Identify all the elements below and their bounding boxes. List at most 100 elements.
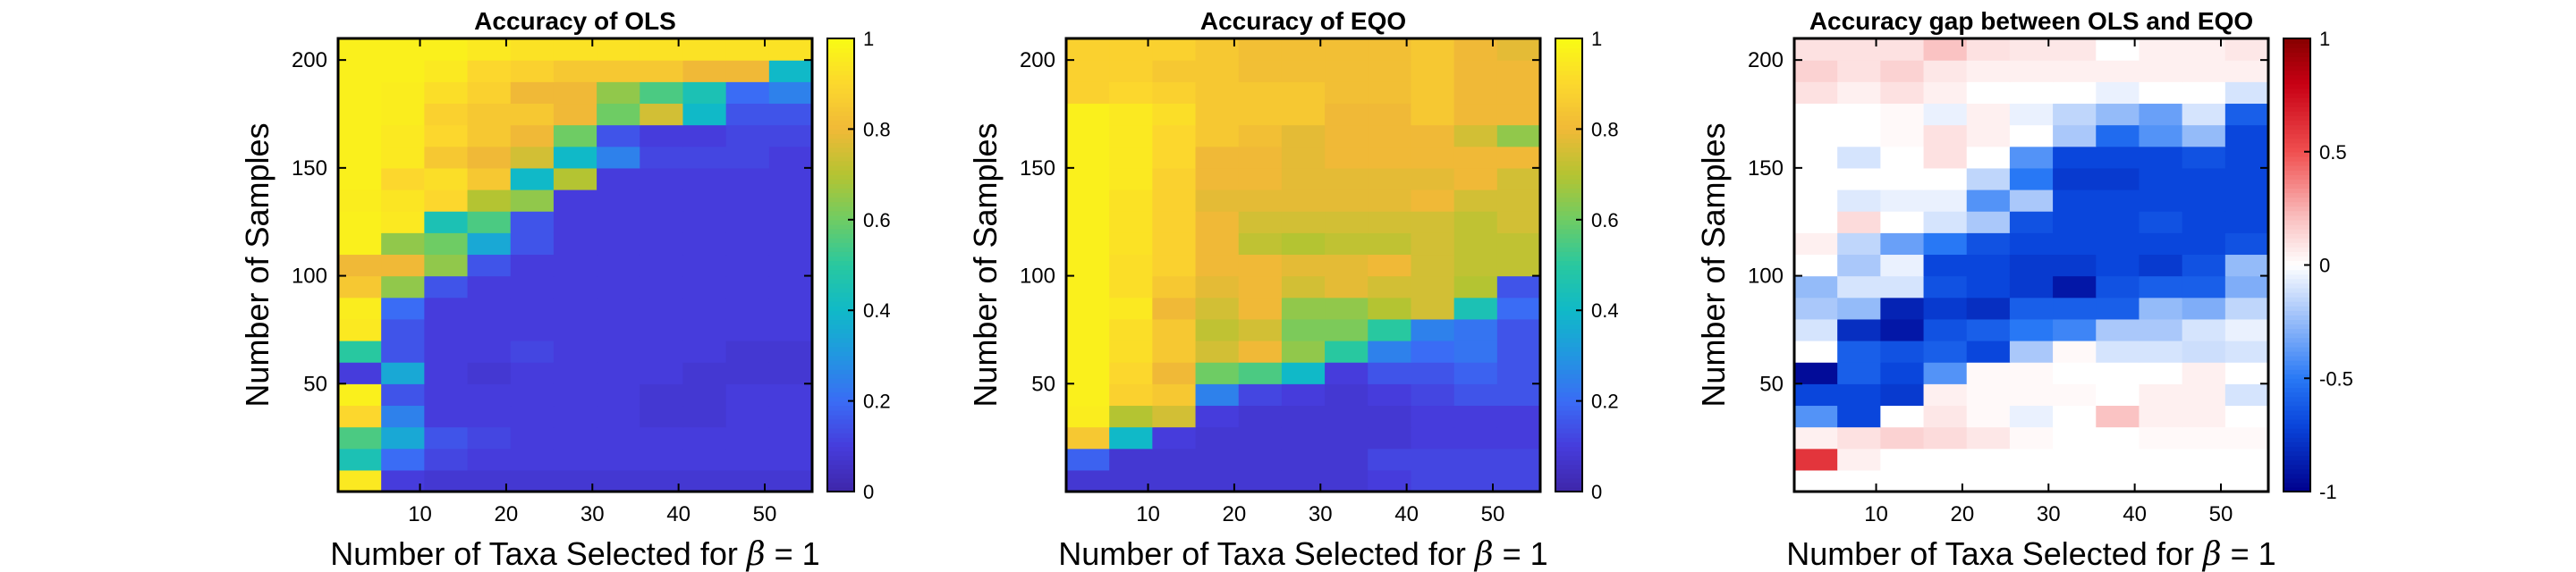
colorbar-segment bbox=[1555, 365, 1582, 370]
heatmap-cell bbox=[1453, 124, 1498, 147]
heatmap-cell bbox=[768, 103, 813, 126]
colorbar-segment bbox=[827, 43, 854, 48]
colorbar-segment bbox=[1555, 242, 1582, 248]
heatmap-cell bbox=[1794, 232, 1838, 256]
heatmap-cell bbox=[1281, 103, 1326, 126]
heatmap-cell bbox=[1109, 469, 1153, 492]
heatmap-cell bbox=[1325, 254, 1368, 277]
colorbar-segment bbox=[2284, 61, 2310, 67]
colorbar-segment bbox=[1555, 197, 1582, 203]
heatmap-cell bbox=[2009, 211, 2054, 233]
heatmap-cell bbox=[1794, 405, 1838, 428]
heatmap-cell bbox=[1880, 232, 1925, 256]
heatmap-cell bbox=[1066, 469, 1110, 492]
heatmap-cell bbox=[1195, 124, 1240, 147]
heatmap-cell bbox=[1066, 297, 1110, 320]
colorbar-segment bbox=[827, 97, 854, 103]
heatmap-cell bbox=[1923, 448, 1968, 471]
heatmap-cell bbox=[1923, 146, 1968, 169]
colorbar-segment bbox=[827, 418, 854, 425]
heatmap-cell bbox=[2224, 211, 2269, 233]
heatmap-cell bbox=[1496, 167, 1541, 190]
heatmap-cell bbox=[1837, 341, 1881, 363]
heatmap-cell bbox=[424, 341, 469, 363]
heatmap-cell bbox=[640, 124, 684, 147]
heatmap-cell bbox=[1794, 103, 1838, 126]
colorbar-segment bbox=[2284, 269, 2310, 275]
heatmap-cell bbox=[2224, 189, 2269, 212]
heatmap-cell bbox=[2096, 448, 2140, 471]
heatmap-cell bbox=[424, 318, 469, 341]
heatmap-cell bbox=[2009, 189, 2054, 212]
heatmap-cell bbox=[2182, 124, 2226, 147]
heatmap-cell bbox=[553, 60, 597, 82]
colorbar-segment bbox=[2284, 52, 2310, 57]
heatmap-cell bbox=[768, 318, 813, 341]
heatmap-cell bbox=[2139, 103, 2183, 126]
colorbar-segment bbox=[1555, 43, 1582, 48]
heatmap-cell bbox=[2224, 232, 2269, 256]
colorbar-segment bbox=[1555, 65, 1582, 72]
heatmap-cell bbox=[1794, 211, 1838, 233]
colorbar-segment bbox=[2284, 210, 2310, 216]
heatmap-cell bbox=[2224, 426, 2269, 450]
colorbar-segment bbox=[2284, 319, 2310, 325]
heatmap-cell bbox=[1837, 254, 1881, 277]
heatmap-cell bbox=[2224, 254, 2269, 277]
heatmap-cell bbox=[2139, 275, 2183, 299]
colorbar-segment bbox=[2284, 124, 2310, 130]
heatmap-cell bbox=[1411, 383, 1455, 407]
heatmap-cell bbox=[1368, 275, 1412, 299]
heatmap-cell bbox=[1411, 146, 1455, 169]
colorbar-segment bbox=[827, 265, 854, 271]
heatmap-cell bbox=[1453, 448, 1498, 471]
colorbar-segment bbox=[2284, 387, 2310, 393]
colorbar-segment bbox=[2284, 273, 2310, 280]
heatmap-cell bbox=[682, 211, 727, 233]
heatmap-cell bbox=[1880, 426, 1925, 450]
heatmap-cell bbox=[1453, 38, 1498, 61]
y-tick-label: 200 bbox=[1020, 48, 1055, 72]
heatmap-cell bbox=[424, 38, 469, 61]
heatmap-cell bbox=[1880, 469, 1925, 492]
heatmap-cell bbox=[640, 103, 684, 126]
heatmap-cell bbox=[1496, 405, 1541, 428]
heatmap-cell bbox=[1325, 318, 1368, 341]
colorbar-segment bbox=[1555, 346, 1582, 352]
colorbar-segment bbox=[1555, 223, 1582, 230]
heatmap-cell bbox=[2096, 189, 2140, 212]
colorbar-segment bbox=[1555, 106, 1582, 112]
colorbar-segment bbox=[2284, 219, 2310, 225]
heatmap-cell bbox=[1411, 232, 1455, 256]
heatmap-cell bbox=[2182, 211, 2226, 233]
heatmap-cell bbox=[1066, 232, 1110, 256]
heatmap-cell bbox=[1411, 426, 1455, 450]
colorbar-segment bbox=[2284, 365, 2310, 370]
heatmap-cell bbox=[2139, 60, 2183, 82]
heatmap-cell bbox=[1109, 81, 1153, 105]
heatmap-cell bbox=[467, 124, 512, 147]
heatmap-cell bbox=[381, 167, 425, 190]
heatmap-cell bbox=[467, 232, 512, 256]
heatmap-cell bbox=[553, 124, 597, 147]
heatmap-cell bbox=[510, 38, 555, 61]
colorbar-segment bbox=[1555, 400, 1582, 407]
heatmap-cell bbox=[1152, 297, 1197, 320]
heatmap-cell bbox=[1195, 103, 1240, 126]
heatmap-cell bbox=[381, 254, 425, 277]
heatmap-cell bbox=[1966, 448, 2011, 471]
colorbar-segment bbox=[1555, 405, 1582, 411]
heatmap-cell bbox=[1794, 426, 1838, 450]
heatmap-cell bbox=[1496, 383, 1541, 407]
heatmap-cell bbox=[725, 405, 770, 428]
heatmap-cell bbox=[2224, 124, 2269, 147]
heatmap-cell bbox=[467, 448, 512, 471]
colorbar-segment bbox=[827, 341, 854, 348]
heatmap-cell bbox=[1325, 232, 1368, 256]
heatmap-cell bbox=[2096, 426, 2140, 450]
x-tick-label: 40 bbox=[2123, 502, 2147, 526]
heatmap-cell bbox=[1195, 275, 1240, 299]
colorbar-segment bbox=[827, 306, 854, 311]
colorbar-segment bbox=[1555, 206, 1582, 212]
colorbar-segment bbox=[827, 210, 854, 216]
